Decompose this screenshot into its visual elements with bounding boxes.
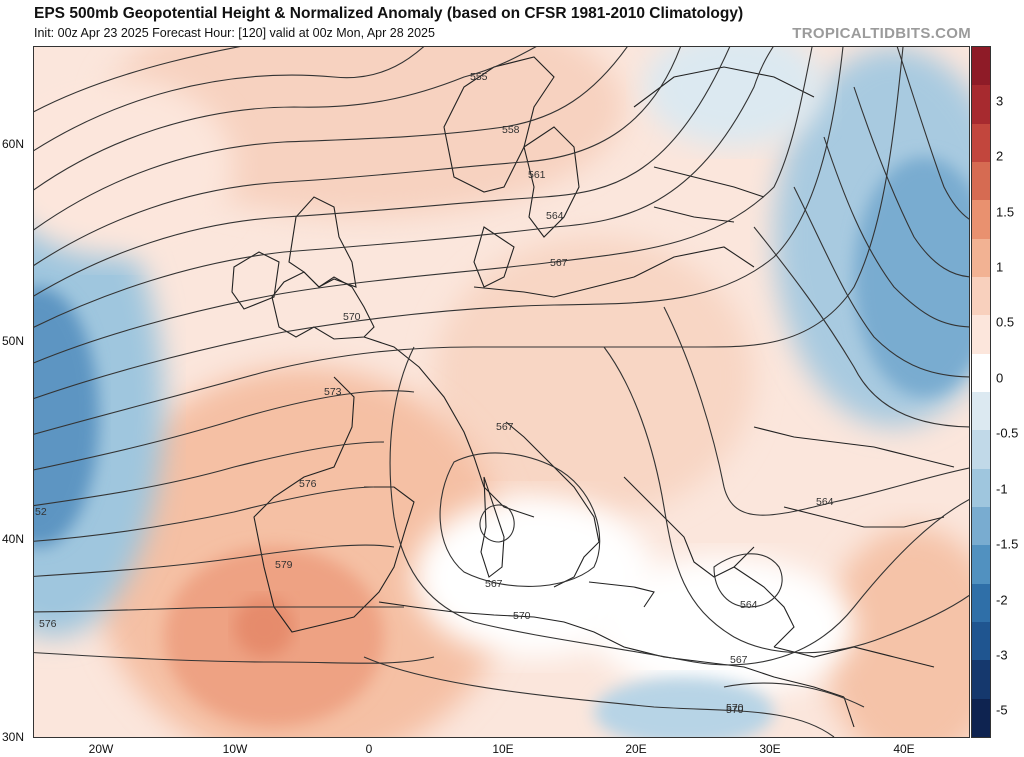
contour-label: 567 [485, 578, 503, 590]
colorbar-segment [972, 698, 990, 737]
contour-label: 570 [726, 702, 744, 714]
lon-label-20e: 20E [625, 742, 647, 756]
colorbar-segment [972, 391, 990, 431]
colorbar-label: 0 [996, 370, 1004, 386]
colorbar-label: -0.5 [996, 425, 1019, 441]
contour-label: 576 [39, 618, 57, 630]
colorbar-segment [972, 545, 990, 584]
colorbar-segment [972, 583, 990, 622]
colorbar-label: 1 [996, 259, 1004, 275]
contour-label: 558 [502, 124, 520, 136]
anomaly-shading [34, 47, 969, 737]
contour-label: 564 [740, 599, 758, 611]
colorbar-segment [972, 660, 990, 699]
lat-label-40n: 40N [2, 532, 25, 546]
colorbar-segment [972, 85, 990, 124]
lat-label-50n: 50N [2, 334, 25, 348]
lat-label-60n: 60N [2, 137, 25, 151]
contour-label: 567 [730, 654, 748, 666]
colorbar-label: -2 [996, 592, 1008, 608]
contour-label: 567 [496, 421, 514, 433]
colorbar-label: 3 [996, 93, 1004, 109]
brand-watermark[interactable]: TROPICALTIDBITS.COM [792, 25, 971, 42]
colorbar-segment [972, 200, 990, 239]
colorbar-label: -5 [996, 702, 1008, 718]
anomaly-colorbar [971, 46, 991, 738]
map-panel[interactable]: 555 558 561 564 567 570 570 573 576 579 … [33, 46, 970, 738]
colorbar-segment [972, 621, 990, 661]
contour-label: 564 [816, 496, 834, 508]
colorbar-label: -1 [996, 481, 1008, 497]
colorbar-label: -3 [996, 647, 1008, 663]
height-contours [34, 47, 969, 737]
colorbar-segment [972, 468, 990, 507]
lat-label-30n: 30N [2, 730, 25, 744]
contour-label: 561 [528, 169, 546, 181]
contour-label: 555 [470, 71, 488, 83]
contour-label: 570 [513, 610, 531, 622]
lon-label-10w: 10W [222, 742, 248, 756]
colorbar-segment [972, 161, 990, 201]
colorbar-segment [972, 238, 990, 277]
coastlines [231, 56, 955, 728]
contour-label: 567 [550, 257, 568, 269]
colorbar-segment [972, 276, 990, 316]
colorbar-segment [972, 353, 990, 392]
colorbar-segment [972, 506, 990, 546]
contour-label: 579 [275, 559, 293, 571]
colorbar-segment [972, 123, 990, 162]
map-subtitle: Init: 00z Apr 23 2025 Forecast Hour: [12… [34, 26, 435, 40]
colorbar-label: -1.5 [996, 536, 1019, 552]
lon-label-30e: 30E [759, 742, 781, 756]
contour-label: 576 [299, 478, 317, 490]
colorbar-label: 1.5 [996, 204, 1015, 220]
map-title: EPS 500mb Geopotential Height & Normaliz… [34, 5, 744, 22]
colorbar-label: 0.5 [996, 314, 1015, 330]
contour-label: 52 [35, 506, 47, 518]
contour-label: 573 [324, 386, 342, 398]
lon-label-0: 0 [365, 742, 373, 756]
map-canvas: 555 558 561 564 567 570 570 573 576 579 … [34, 47, 969, 737]
contour-label: 570 [726, 704, 744, 716]
colorbar-segment [972, 47, 990, 86]
lon-label-20w: 20W [88, 742, 114, 756]
contour-labels: 555 558 561 564 567 570 570 573 576 579 … [35, 71, 834, 716]
colorbar-label: 2 [996, 148, 1004, 164]
colorbar-segment [972, 430, 990, 469]
lon-label-40e: 40E [893, 742, 915, 756]
contour-label: 564 [546, 210, 564, 222]
contour-label: 570 [343, 311, 361, 323]
lon-label-10e: 10E [492, 742, 514, 756]
colorbar-segment [972, 315, 990, 354]
